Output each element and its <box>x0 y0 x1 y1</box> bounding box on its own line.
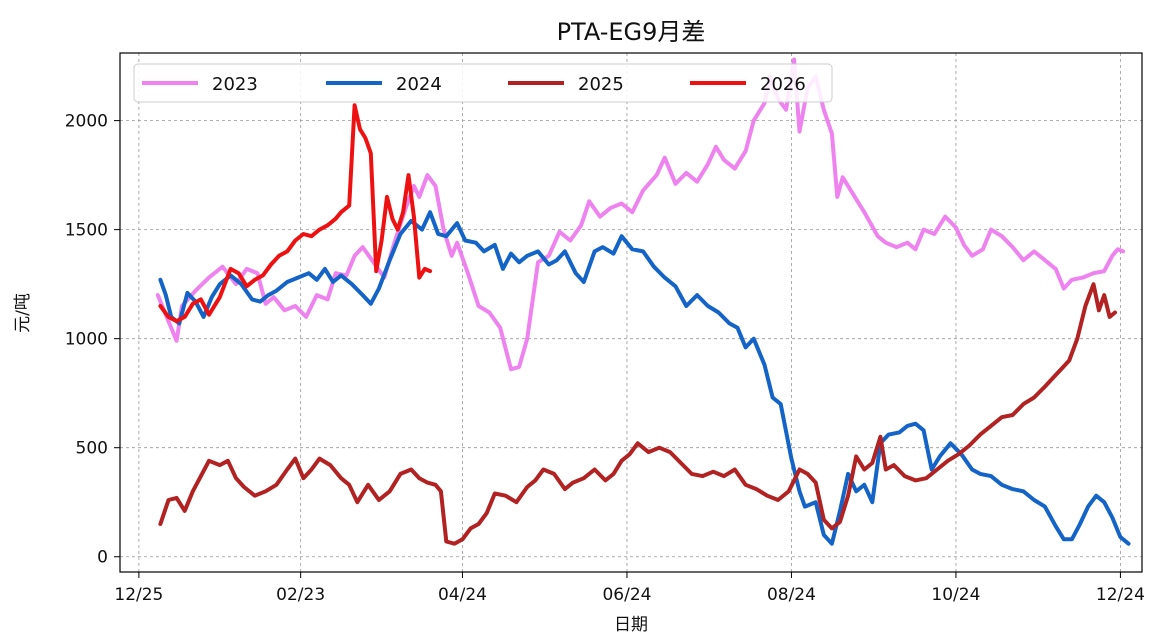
x-tick-label: 10/24 <box>931 585 980 605</box>
y-tick-label: 1500 <box>65 221 108 241</box>
y-tick-label: 1000 <box>65 330 108 350</box>
legend-label-2026: 2026 <box>760 74 806 95</box>
legend-label-2023: 2023 <box>212 74 258 95</box>
series-line-2023 <box>155 57 1126 372</box>
series-lines <box>155 57 1131 546</box>
series-line-2026 <box>158 103 433 324</box>
x-tick-label: 02/23 <box>276 585 325 605</box>
legend: 2023 2024 2025 2026 <box>133 63 833 103</box>
series-line-2024 <box>158 210 1131 546</box>
grid <box>120 53 1142 572</box>
legend-label-2024: 2024 <box>396 74 442 95</box>
x-tick-label: 06/24 <box>602 585 651 605</box>
series-line-2025 <box>158 282 1117 546</box>
x-tick-label: 12/24 <box>1096 585 1145 605</box>
x-axis-title: 日期 <box>614 615 648 635</box>
plot-frame <box>119 52 1143 573</box>
x-tick-label: 08/24 <box>767 585 816 605</box>
y-tick-label: 2000 <box>65 112 108 132</box>
x-axis-ticks: 12/25 02/23 04/24 06/24 08/24 10/24 12/24 <box>114 572 1145 605</box>
x-tick-label: 12/25 <box>114 585 163 605</box>
legend-box <box>133 63 833 103</box>
legend-label-2025: 2025 <box>578 74 624 95</box>
x-tick-label: 04/24 <box>438 585 487 605</box>
y-axis-ticks: 0 500 1000 1500 2000 <box>65 112 120 568</box>
y-tick-label: 500 <box>76 439 108 459</box>
chart-title: PTA-EG9月差 <box>557 18 706 46</box>
y-tick-label: 0 <box>97 548 108 568</box>
y-axis-title: 元/吨 <box>13 293 33 333</box>
